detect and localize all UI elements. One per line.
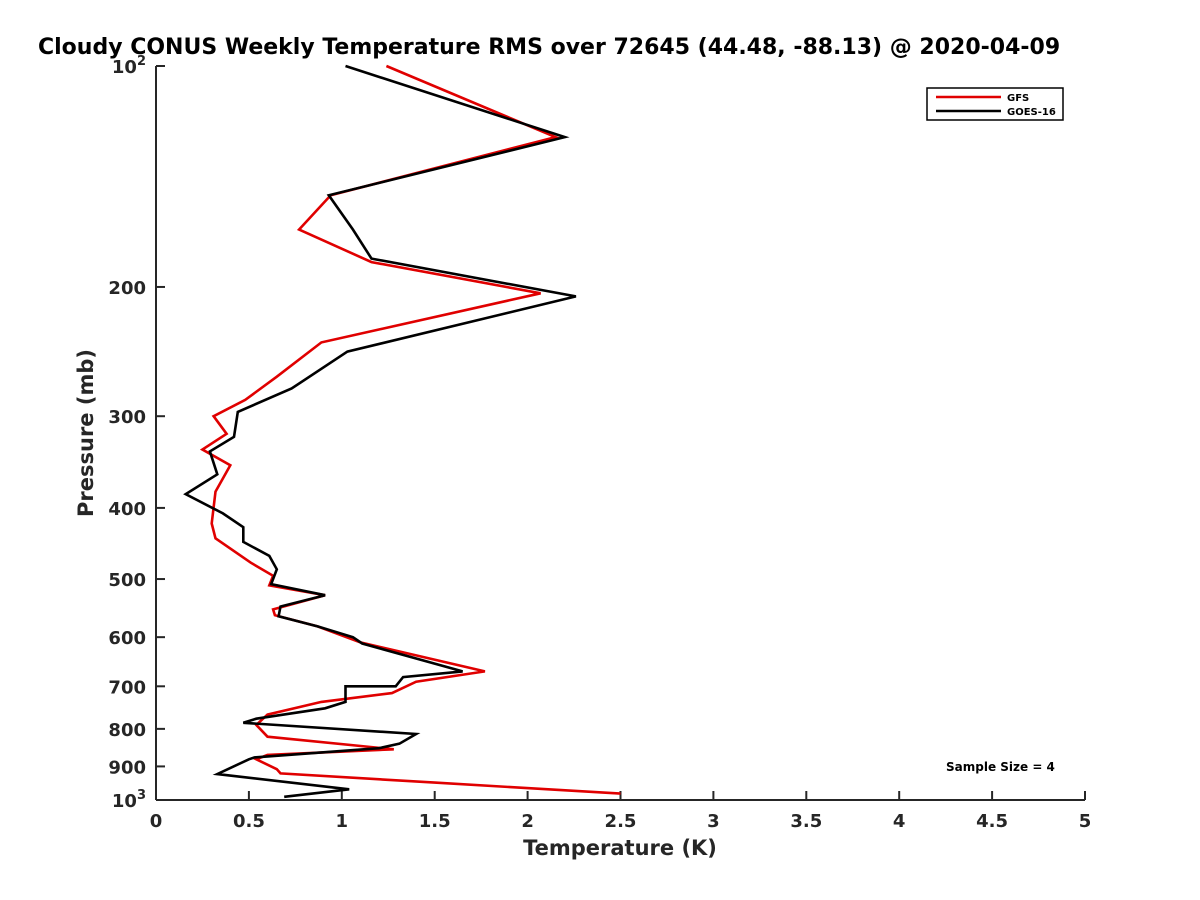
y-tick-label: 300 <box>108 407 146 428</box>
x-tick-label: 4 <box>893 811 906 832</box>
series-line-goes-16 <box>183 64 577 799</box>
y-tick-label: 800 <box>108 720 146 741</box>
x-tick-label: 0.5 <box>233 811 265 832</box>
x-tick-label: 4.5 <box>976 811 1008 832</box>
y-tick-label: 200 <box>108 278 146 299</box>
x-tick-label: 1.5 <box>419 811 451 832</box>
y-tick-label: 400 <box>108 499 146 520</box>
legend-label: GOES-16 <box>1007 107 1056 118</box>
x-tick-label: 2 <box>521 811 534 832</box>
y-tick-label: 900 <box>108 757 146 778</box>
legend-label: GFS <box>1007 93 1029 104</box>
x-tick-label: 1 <box>336 811 349 832</box>
y-tick-label: 102 <box>112 54 146 78</box>
x-axis-label: Temperature (K) <box>523 836 717 860</box>
x-tick-label: 2.5 <box>605 811 637 832</box>
legend-box <box>926 87 1064 121</box>
axes: 0 0.5 1 1.5 2 2.5 3 3.5 4 4.5 5 102 200 300 400 500 600 7… <box>108 54 1091 832</box>
x-tick-label: 5 <box>1079 811 1092 832</box>
series-layer <box>183 64 621 799</box>
y-tick-label: 500 <box>108 570 146 591</box>
y-tick-label: 600 <box>108 628 146 649</box>
chart-title: Cloudy CONUS Weekly Temperature RMS over… <box>38 35 1060 60</box>
y-tick-label: 103 <box>112 788 146 812</box>
y-tick-label: 700 <box>108 677 146 698</box>
y-axis-label: Pressure (mb) <box>74 349 98 517</box>
x-tick-label: 3.5 <box>790 811 822 832</box>
x-tick-label: 0 <box>150 811 163 832</box>
x-tick-label: 3 <box>707 811 720 832</box>
sample-size-annotation: Sample Size = 4 <box>946 760 1055 774</box>
legend: GFS GOES-16 <box>926 87 1064 121</box>
